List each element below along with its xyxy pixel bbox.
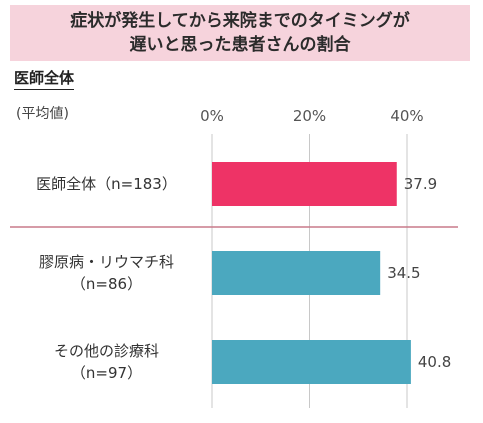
category-label-0: 医師全体（n=183）: [14, 173, 199, 195]
category-label-1-line-1: （n=86）: [70, 275, 143, 293]
bar-1: [212, 251, 381, 295]
category-label-1-line-0: 膠原病・リウマチ科: [38, 253, 174, 271]
bar-value-label-1: 34.5: [387, 264, 420, 282]
bar-0: [212, 162, 397, 206]
category-label-0-line-0: 医師全体（n=183）: [36, 175, 177, 193]
bar-value-label-0: 37.9: [404, 175, 437, 193]
statistic-label: (平均値): [16, 106, 69, 122]
bar-value-label-2: 40.8: [418, 353, 451, 371]
x-tick-label-0: 0%: [200, 107, 224, 125]
section-heading: 医師全体: [14, 68, 75, 90]
bar-2: [212, 340, 411, 384]
category-label-2-line-0: その他の診療科: [53, 342, 159, 360]
category-label-1: 膠原病・リウマチ科 （n=86）: [14, 251, 199, 295]
x-tick-label-2: 40%: [390, 107, 423, 125]
x-tick-label-1: 20%: [293, 107, 326, 125]
chart-title-banner: 症状が発生してから来院までのタイミングが 遅いと思った患者さんの割合: [10, 5, 470, 61]
category-label-2: その他の診療科 （n=97）: [14, 340, 199, 384]
category-label-2-line-1: （n=97）: [70, 364, 143, 382]
chart-title-line-1: 症状が発生してから来院までのタイミングが: [70, 11, 410, 31]
chart-title-line-2: 遅いと思った患者さんの割合: [129, 35, 351, 55]
